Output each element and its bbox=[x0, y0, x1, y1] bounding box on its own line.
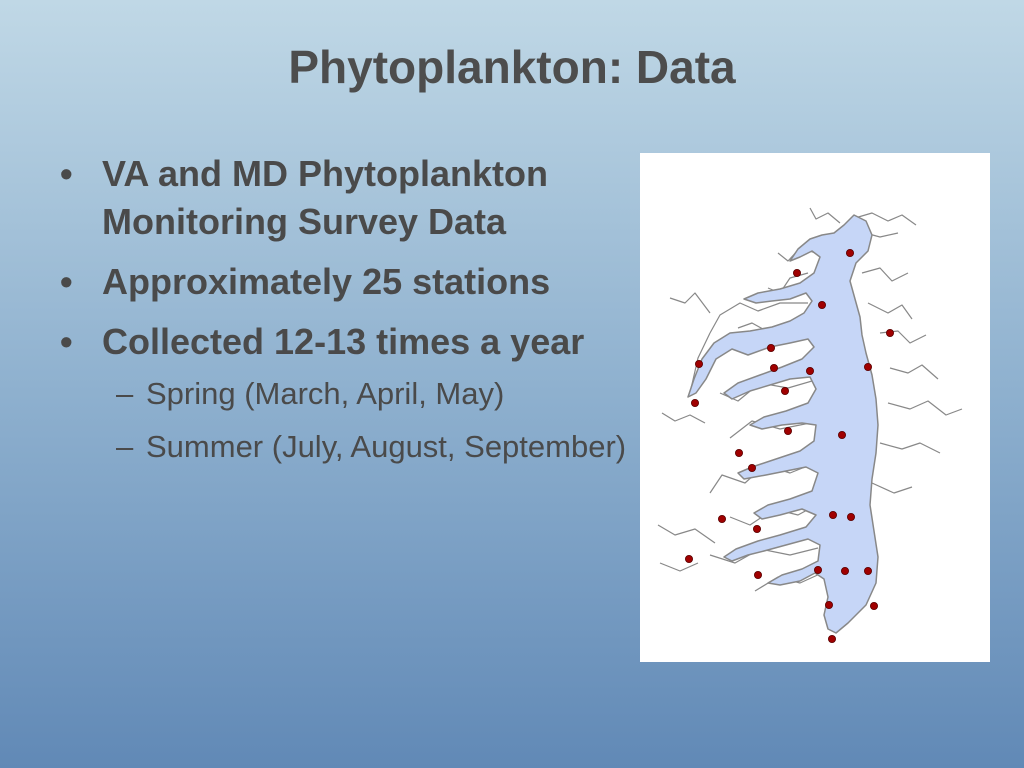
chesapeake-bay-station-map bbox=[640, 153, 990, 662]
station-marker bbox=[863, 566, 872, 575]
bay-water bbox=[687, 214, 879, 634]
station-marker bbox=[824, 600, 833, 609]
sub-bullet-item: Spring (March, April, May) bbox=[102, 372, 628, 415]
station-marker bbox=[783, 426, 792, 435]
bullet-list: VA and MD Phytoplankton Monitoring Surve… bbox=[58, 150, 628, 480]
station-marker bbox=[767, 343, 776, 352]
slide-title: Phytoplankton: Data bbox=[288, 41, 736, 93]
station-marker bbox=[735, 448, 744, 457]
bullet-item: Collected 12-13 times a year Spring (Mar… bbox=[58, 318, 628, 468]
bullet-text: VA and MD Phytoplankton Monitoring Surve… bbox=[102, 153, 548, 242]
bullet-item: Approximately 25 stations bbox=[58, 258, 628, 306]
station-marker bbox=[827, 634, 836, 643]
bullet-item: VA and MD Phytoplankton Monitoring Surve… bbox=[58, 150, 628, 246]
bay-map-svg bbox=[657, 207, 963, 643]
station-markers bbox=[685, 249, 894, 643]
station-marker bbox=[748, 463, 757, 472]
sub-bullet-item: Summer (July, August, September) bbox=[102, 425, 628, 468]
sub-bullet-text: Summer (July, August, September) bbox=[146, 429, 627, 464]
station-marker bbox=[845, 249, 854, 258]
station-marker bbox=[846, 512, 855, 521]
sub-bullet-text: Spring (March, April, May) bbox=[146, 376, 505, 411]
station-marker bbox=[805, 366, 814, 375]
station-marker bbox=[695, 359, 704, 368]
station-marker bbox=[792, 269, 801, 278]
station-marker bbox=[840, 566, 849, 575]
station-marker bbox=[769, 363, 778, 372]
station-marker bbox=[754, 570, 763, 579]
bullet-text: Approximately 25 stations bbox=[102, 261, 551, 302]
station-marker bbox=[863, 362, 872, 371]
station-marker bbox=[869, 601, 878, 610]
station-marker bbox=[817, 300, 826, 309]
station-marker bbox=[780, 386, 789, 395]
station-marker bbox=[837, 430, 846, 439]
station-marker bbox=[685, 554, 694, 563]
station-marker bbox=[753, 524, 762, 533]
station-marker bbox=[885, 328, 894, 337]
station-marker bbox=[828, 510, 837, 519]
station-marker bbox=[718, 514, 727, 523]
station-marker bbox=[813, 565, 822, 574]
sub-bullet-list: Spring (March, April, May) Summer (July,… bbox=[102, 372, 628, 468]
bullet-text: Collected 12-13 times a year bbox=[102, 321, 585, 362]
station-marker bbox=[691, 398, 700, 407]
